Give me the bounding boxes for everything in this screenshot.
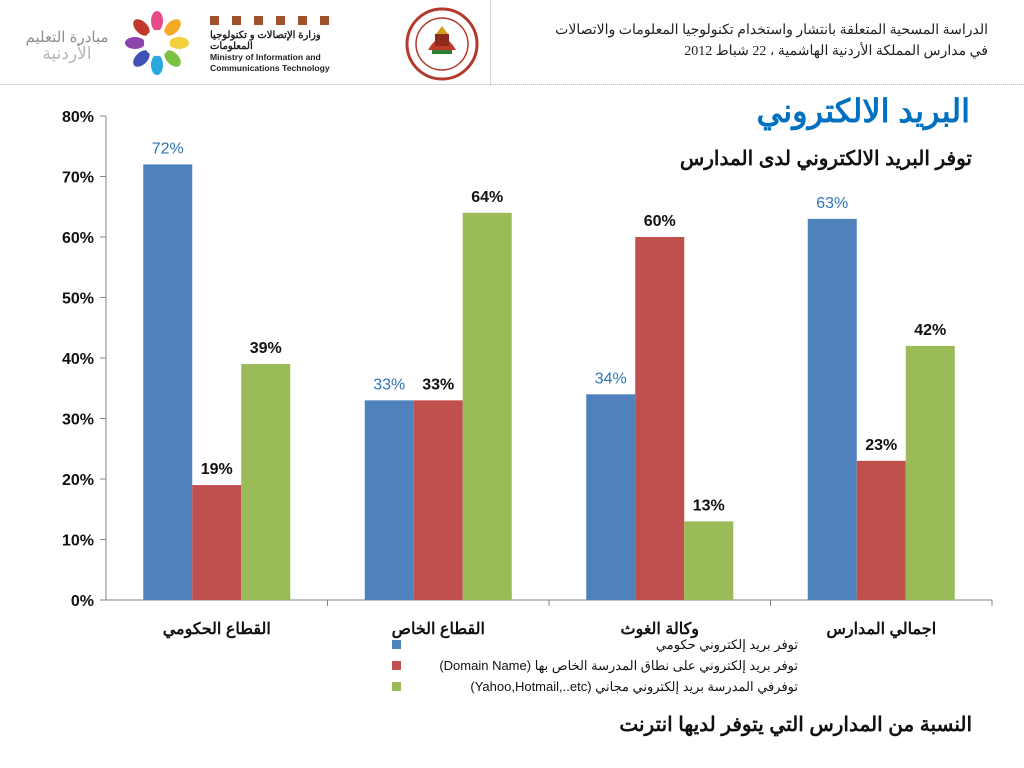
bar-1 — [364, 400, 414, 600]
x-category-label: اجمالي المدارس — [826, 621, 936, 639]
study-line-2: في مدارس المملكة الأردنية الهاشمية ، 22 … — [684, 44, 988, 59]
initiative-logo-line2: الأردنية — [42, 44, 92, 63]
legend-swatch-2 — [392, 661, 401, 670]
data-label: 13% — [693, 497, 725, 514]
x-category-label: القطاع الحكومي — [163, 621, 271, 639]
bar-3 — [684, 521, 734, 600]
bar-3 — [905, 345, 955, 600]
header-divider — [490, 84, 1024, 85]
data-label: 33% — [373, 376, 405, 393]
data-label: 19% — [201, 461, 233, 478]
bar-1 — [586, 394, 636, 600]
legend-entry-3: توفرفي المدرسة بريد إلكتروني مجاني (Yaho… — [470, 679, 798, 695]
data-label: 64% — [471, 189, 503, 206]
legend-entry-1: توفر بريد إلكتروني حكومي — [656, 637, 798, 653]
legend-entry-2: توفر بريد إلكتروني على نطاق المدرسة الخا… — [439, 658, 798, 674]
ministry-name-english: Ministry of Information and Communicatio… — [210, 52, 360, 74]
bar-1 — [807, 218, 857, 600]
x-category-label: القطاع الخاص — [392, 621, 485, 639]
y-tick-label: 10% — [62, 533, 94, 550]
bar-2 — [856, 460, 906, 600]
y-tick-label: 40% — [62, 351, 94, 368]
bar-3 — [241, 364, 291, 600]
bar-2 — [192, 485, 242, 600]
study-line-1: الدراسة المسحية المتعلقة بانتشار واستخدا… — [555, 23, 988, 38]
bar-2 — [413, 400, 463, 600]
bar-1 — [143, 164, 193, 600]
initiative-logo-line1: مبادرة التعليم — [25, 29, 109, 46]
y-tick-label: 30% — [62, 412, 94, 429]
ministry-name-english-line1: Ministry of Information and — [210, 52, 321, 62]
y-tick-label: 60% — [62, 230, 94, 247]
data-label: 72% — [152, 140, 184, 157]
study-description: الدراسة المسحية المتعلقة بانتشار واستخدا… — [518, 20, 988, 62]
jordan-education-initiative-logo: مبادرة التعليم الأردنية — [14, 30, 120, 66]
data-label: 23% — [865, 437, 897, 454]
ministry-name-arabic: وزارة الإتصالات و تكنولوجيا المعلومات — [210, 30, 321, 52]
y-tick-label: 20% — [62, 472, 94, 489]
legend-swatch-3 — [392, 682, 401, 691]
data-label: 33% — [422, 376, 454, 393]
ministry-name-english-line2: Communications Technology — [210, 63, 330, 73]
ministry-of-education-seal — [405, 7, 479, 81]
x-category-label: وكالة الغوث — [621, 621, 699, 639]
y-tick-label: 0% — [71, 593, 94, 610]
y-tick-label: 50% — [62, 291, 94, 308]
y-tick-label: 70% — [62, 170, 94, 187]
data-label: 42% — [914, 322, 946, 339]
data-label: 34% — [595, 370, 627, 387]
y-tick-label: 80% — [62, 109, 94, 126]
bar-2 — [635, 237, 685, 600]
bar-3 — [462, 212, 512, 601]
ministry-logo-squares — [210, 12, 358, 25]
chart-title: توفر البريد الالكتروني لدى المدارس — [679, 148, 972, 170]
legend-swatch-1 — [392, 640, 401, 649]
data-label: 39% — [250, 340, 282, 357]
colorful-ring-logo — [125, 11, 189, 75]
data-label: 63% — [816, 195, 848, 212]
slide-header: مبادرة التعليم الأردنية وزارة الإتصالات … — [0, 0, 1024, 86]
header-logo-frame — [0, 0, 491, 85]
chart-caption: النسبة من المدارس التي يتوفر لديها انترن… — [619, 714, 972, 736]
ministry-ict-logo: وزارة الإتصالات و تكنولوجيا المعلومات Mi… — [208, 12, 358, 76]
slide-title: البريد الالكتروني — [756, 93, 970, 129]
data-label: 60% — [644, 213, 676, 230]
